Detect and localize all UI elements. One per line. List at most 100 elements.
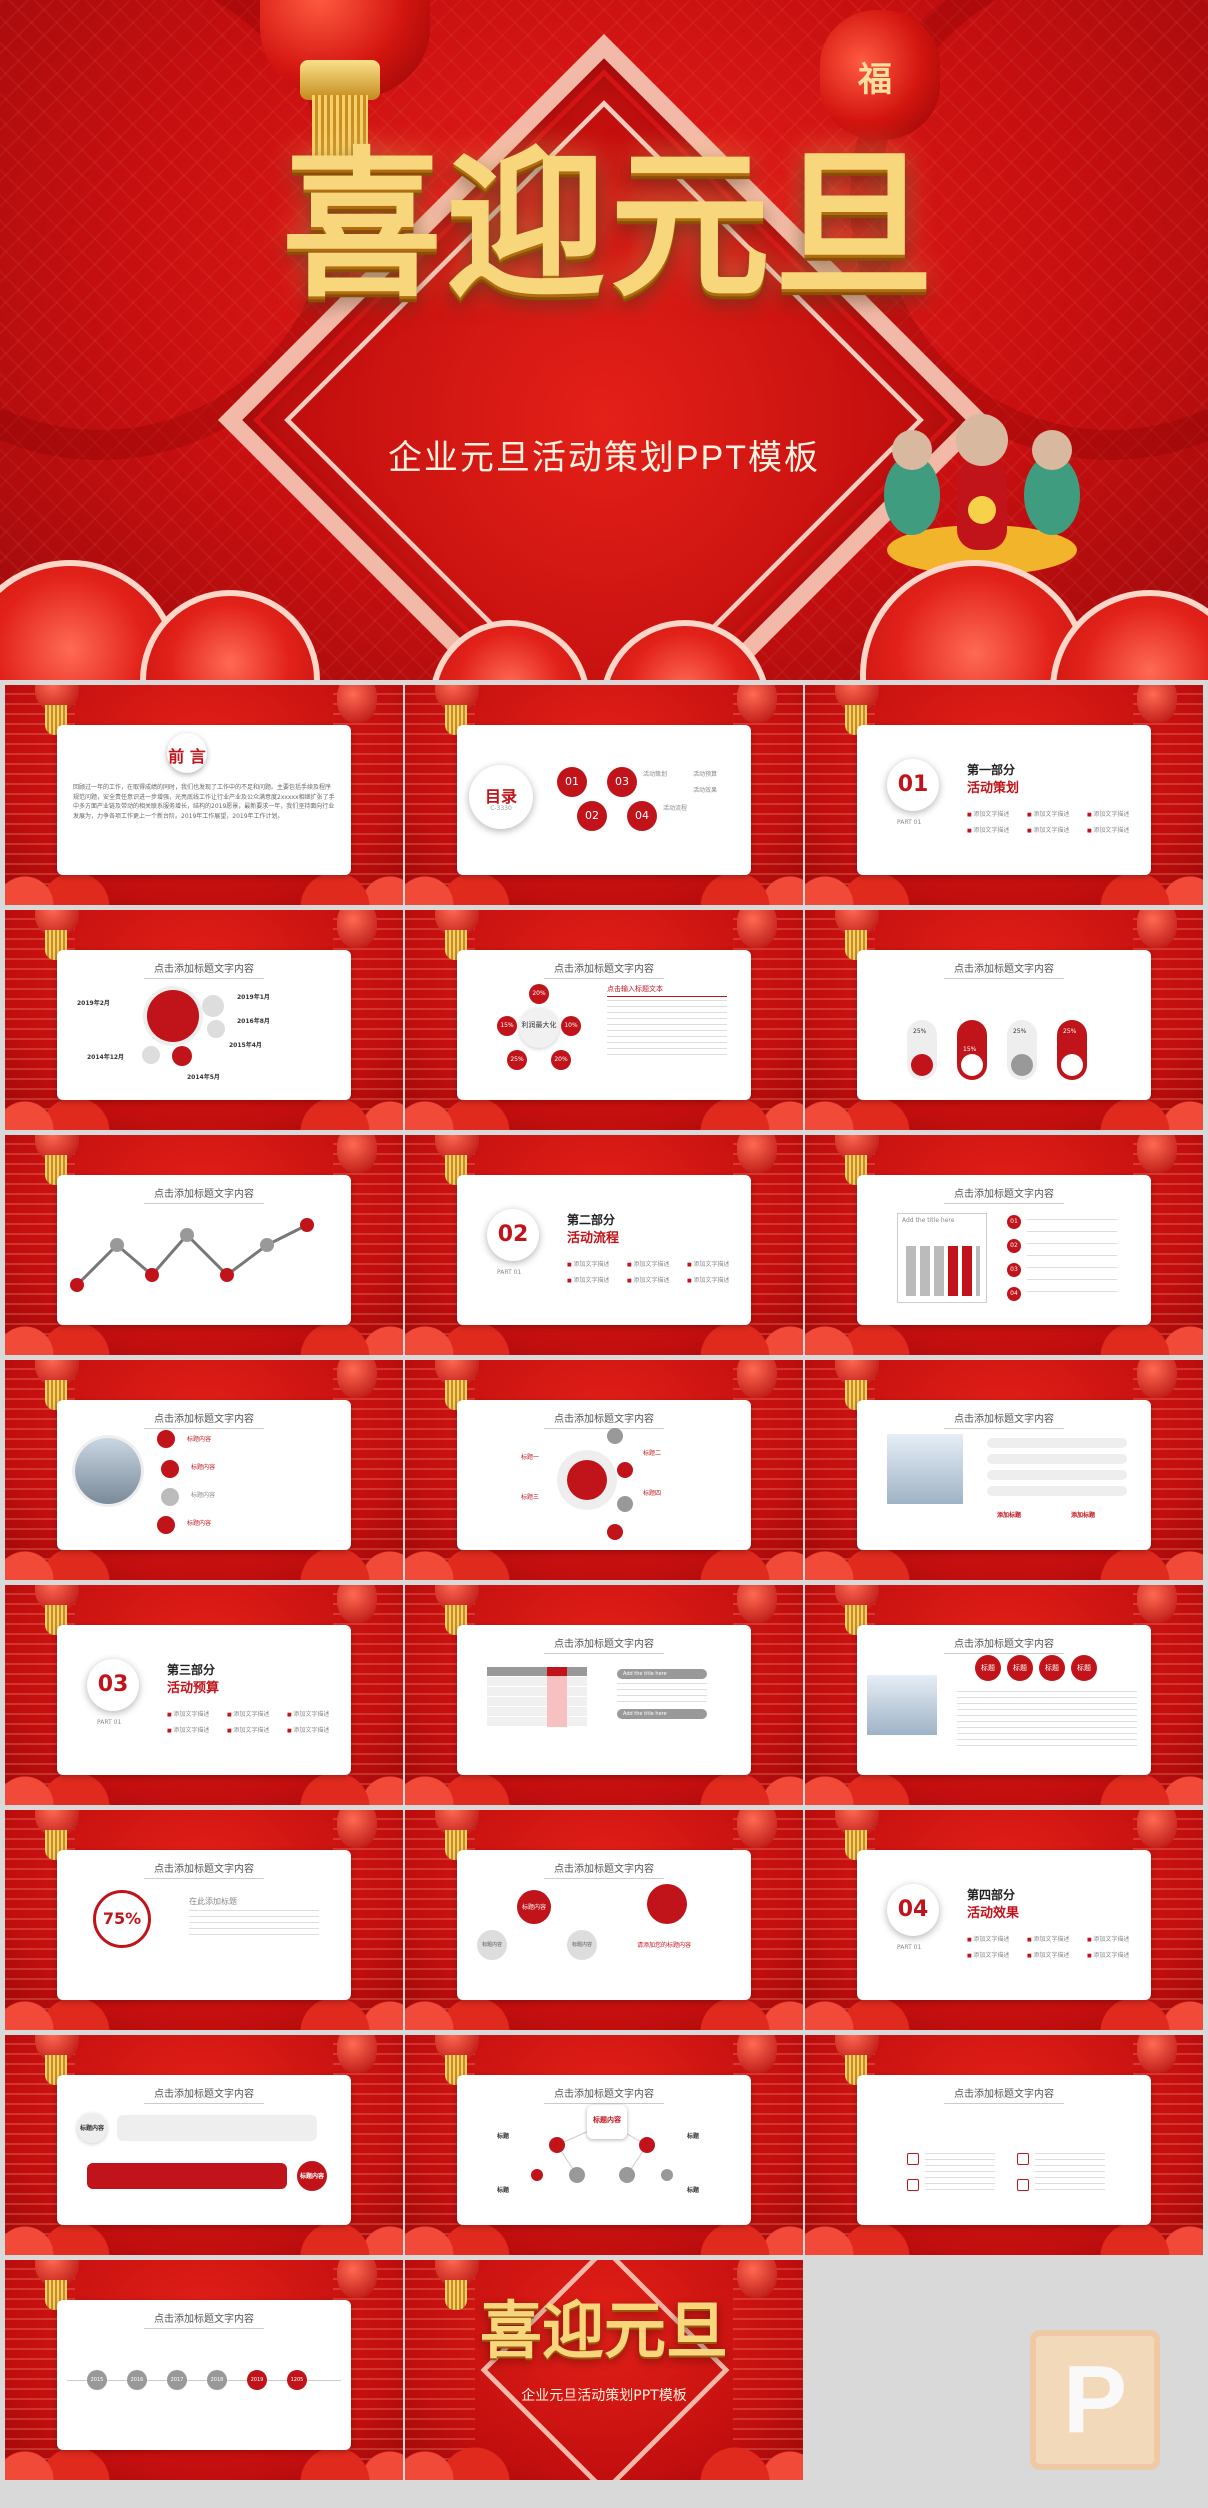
slide-thumbnail-part-03[interactable]: 03 PART 01 第三部分 活动预算 添加文字描述 添加文字描述 添加文字描… bbox=[5, 1585, 403, 1805]
tag-circle: 标题 bbox=[1039, 1655, 1065, 1681]
slide-card: 前 言 回顾过一年的工作，在取得成绩的同时，我们也发现了工作中的不足和问题。主要… bbox=[57, 725, 351, 875]
slide-thumbnail-profit-diagram[interactable]: 点击添加标题文字内容 利润最大化 20% 15% 10% 25% 20% 点击输… bbox=[405, 910, 803, 1130]
slide-title: 点击添加标题文字内容 bbox=[57, 1185, 351, 1204]
slide-card: 点击添加标题文字内容 添加标题 添加标题 bbox=[857, 1400, 1151, 1550]
hero-title: 喜迎元旦 bbox=[281, 131, 938, 319]
watermark-logo: P bbox=[1030, 2330, 1160, 2470]
slide-thumbnail-timeline[interactable]: 点击添加标题文字内容 2019年2月 2019年1月 2016年8月 2015年… bbox=[5, 910, 403, 1130]
slide-thumbnail-closing[interactable]: 喜迎元旦 企业元旦活动策划PPT模板 bbox=[405, 2260, 803, 2480]
part-label: PART 01 bbox=[97, 1719, 122, 1726]
orbit-icon bbox=[617, 1462, 633, 1478]
bubble-large bbox=[647, 1884, 687, 1924]
mini-chart-head: Add the title here bbox=[902, 1217, 955, 1224]
orbit-icon bbox=[607, 1428, 623, 1444]
budget-table bbox=[487, 1667, 587, 1727]
closing-subtitle: 企业元旦活动策划PPT模板 bbox=[521, 2388, 687, 2404]
network-label: 标题 bbox=[497, 2133, 510, 2140]
part-heading: 第二部分 bbox=[567, 1213, 616, 1227]
part-bullet: 添加文字描述 bbox=[1027, 825, 1069, 834]
slide-card: 点击添加标题文字内容 75% 在此添加标题 bbox=[57, 1850, 351, 2000]
slide-thumbnail-callouts[interactable]: 点击添加标题文字内容 标题内容 标题内容 bbox=[5, 2035, 403, 2255]
slide-title: 点击添加标题文字内容 bbox=[57, 1410, 351, 1429]
timeline-axis bbox=[67, 2380, 341, 2381]
slide-thumbnail-icon-grid[interactable]: 点击添加标题文字内容 bbox=[805, 2035, 1203, 2255]
slide-card: 点击添加标题文字内容 标题内容 标题 标题 标题 标题 bbox=[457, 2075, 751, 2225]
timeline-date: 2014年12月 bbox=[87, 1054, 125, 1061]
slide-thumbnail-part-01[interactable]: 01 PART 01 第一部分 活动策划 添加文字描述 添加文字描述 添加文字描… bbox=[805, 685, 1203, 905]
slide-thumbnail-percent-ring[interactable]: 点击添加标题文字内容 75% 在此添加标题 bbox=[5, 1810, 403, 2030]
mouse-mascot-icon bbox=[884, 414, 1080, 575]
orbit-label: 标题三 bbox=[521, 1494, 540, 1501]
lantern-fu-char: 福 bbox=[858, 60, 892, 100]
part-bullet: 添加文字描述 bbox=[627, 1275, 669, 1284]
part-heading: 第三部分 bbox=[167, 1663, 216, 1677]
contents-label: 活动策划 bbox=[643, 771, 668, 778]
diagram-pct: 15% bbox=[497, 1016, 517, 1036]
list-bar bbox=[987, 1486, 1127, 1496]
slide-thumbnail-percent-pills[interactable]: 点击添加标题文字内容 25% 15% 25% 25% bbox=[805, 910, 1203, 1130]
grid-icon bbox=[1017, 2179, 1029, 2191]
part-bullet: 添加文字描述 bbox=[167, 1709, 209, 1718]
part-bullet: 添加文字描述 bbox=[967, 825, 1009, 834]
slide-card: 01 PART 01 第一部分 活动策划 添加文字描述 添加文字描述 添加文字描… bbox=[857, 725, 1151, 875]
timeline-date: 2019年2月 bbox=[77, 1000, 110, 1007]
slide-card: 点击添加标题文字内容 标题一 标题二 标题三 标题四 bbox=[457, 1400, 751, 1550]
slide-card: 点击添加标题文字内容 25% 15% 25% 25% bbox=[857, 950, 1151, 1100]
timeline-circle bbox=[172, 1046, 192, 1066]
tag-circle: 标题 bbox=[1071, 1655, 1097, 1681]
list-number: 03 bbox=[1007, 1263, 1021, 1277]
percent-ring: 75% bbox=[93, 1890, 151, 1948]
timeline-date: 2019年1月 bbox=[237, 994, 270, 1001]
slide-title: 点击添加标题文字内容 bbox=[857, 960, 1151, 979]
part-bullet: 添加文字描述 bbox=[287, 1725, 329, 1734]
step-label: 标题内容 bbox=[191, 1492, 216, 1499]
slide-thumbnail-photo-steps[interactable]: 点击添加标题文字内容 标题内容 标题内容 标题内容 标题内容 bbox=[5, 1360, 403, 1580]
grid-icon bbox=[907, 2153, 919, 2165]
contents-label: 活动效果 bbox=[693, 787, 718, 794]
slide-thumbnail-photo-tags[interactable]: 点击添加标题文字内容 标题 标题 标题 标题 bbox=[805, 1585, 1203, 1805]
slide-thumbnail-part-02[interactable]: 02 PART 01 第二部分 活动流程 添加文字描述 添加文字描述 添加文字描… bbox=[405, 1135, 803, 1355]
contents-item-03: 03 bbox=[607, 767, 637, 797]
part-subheading: 活动效果 bbox=[967, 1906, 1020, 1921]
slide-card: 点击添加标题文字内容 标题内容 标题内容 标题内容 请添加您的标题内容 bbox=[457, 1850, 751, 2000]
slide-thumbnail-photo-list[interactable]: 点击添加标题文字内容 添加标题 添加标题 bbox=[805, 1360, 1203, 1580]
timeline-date: 2014年5月 bbox=[187, 1074, 220, 1081]
slide-title: 点击添加标题文字内容 bbox=[857, 2085, 1151, 2104]
slide-title: 点击添加标题文字内容 bbox=[457, 1410, 751, 1429]
slide-card: 03 PART 01 第三部分 活动预算 添加文字描述 添加文字描述 添加文字描… bbox=[57, 1625, 351, 1775]
part-bullet: 添加文字描述 bbox=[1087, 825, 1129, 834]
slide-thumbnail-zigzag[interactable]: 点击添加标题文字内容 bbox=[5, 1135, 403, 1355]
slide-thumbnail-contents[interactable]: 目录 C-3330 01 02 03 04 活动策划 活动流程 活动预算 活动效… bbox=[405, 685, 803, 905]
team-photo bbox=[887, 1434, 963, 1504]
list-bar bbox=[987, 1470, 1127, 1480]
slide-thumbnail-network[interactable]: 点击添加标题文字内容 标题内容 标题 标题 标题 标题 bbox=[405, 2035, 803, 2255]
step-label: 标题内容 bbox=[191, 1464, 216, 1471]
orbit-label: 标题一 bbox=[521, 1454, 540, 1461]
part-bullet: 添加文字描述 bbox=[567, 1275, 609, 1284]
year-node: 2017 bbox=[167, 2370, 187, 2390]
ring-text-lines bbox=[189, 1910, 319, 1940]
orbit-label: 标题四 bbox=[643, 1490, 662, 1497]
orbit-icon bbox=[617, 1496, 633, 1512]
contents-heading: 目录 bbox=[484, 787, 517, 806]
slide-thumbnail-year-timeline[interactable]: 点击添加标题文字内容 2015 2016 2017 2018 2019 1205 bbox=[5, 2260, 403, 2480]
slide-thumbnail-preface[interactable]: 前 言 回顾过一年的工作，在取得成绩的同时，我们也发现了工作中的不足和问题。主要… bbox=[5, 685, 403, 905]
diagram-center: 利润最大化 bbox=[519, 1008, 559, 1048]
slide-thumbnail-circle-icons[interactable]: 点击添加标题文字内容 标题一 标题二 标题三 标题四 bbox=[405, 1360, 803, 1580]
slide-title: 点击添加标题文字内容 bbox=[457, 1635, 751, 1654]
percent-pill bbox=[1007, 1020, 1037, 1080]
contents-label: 活动预算 bbox=[693, 771, 718, 778]
slide-card: 点击添加标题文字内容 标题 标题 标题 标题 bbox=[857, 1625, 1151, 1775]
slide-thumbnail-bar-list[interactable]: 点击添加标题文字内容 Add the title here 01 02 03 0… bbox=[805, 1135, 1203, 1355]
slide-thumbnail-budget-table[interactable]: 点击添加标题文字内容 Add the title here Add the ti… bbox=[405, 1585, 803, 1805]
part-heading: 第四部分 bbox=[967, 1888, 1016, 1902]
slide-thumbnail-part-04[interactable]: 04 PART 01 第四部分 活动效果 添加文字描述 添加文字描述 添加文字描… bbox=[805, 1810, 1203, 2030]
bubble: 标题内容 bbox=[517, 1890, 551, 1924]
diagram-pct: 20% bbox=[529, 984, 549, 1004]
diagram-pct: 10% bbox=[561, 1016, 581, 1036]
timeline-date: 2016年8月 bbox=[237, 1018, 270, 1025]
part-bullet: 添加文字描述 bbox=[287, 1709, 329, 1718]
slide-thumbnail-bubbles[interactable]: 点击添加标题文字内容 标题内容 标题内容 标题内容 请添加您的标题内容 bbox=[405, 1810, 803, 2030]
slide-title: 点击添加标题文字内容 bbox=[57, 1860, 351, 1879]
mini-bar-chart: Add the title here bbox=[897, 1213, 987, 1303]
